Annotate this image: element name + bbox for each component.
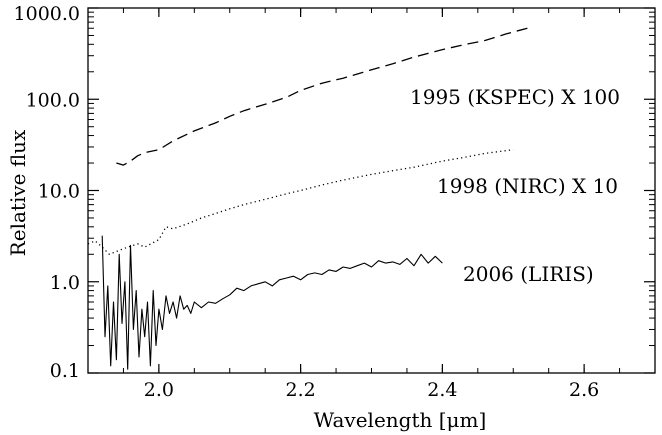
- y-tick-label: 1000.0: [14, 3, 80, 25]
- x-tick-label: 2.6: [569, 379, 599, 401]
- y-tick-label: 10.0: [38, 181, 80, 203]
- x-tick-label: 2.2: [286, 379, 316, 401]
- x-tick-label: 2.0: [144, 379, 174, 401]
- series-line-0: [116, 27, 528, 166]
- series-line-1: [87, 149, 514, 255]
- x-axis-label: Wavelength [μm]: [314, 408, 487, 432]
- y-tick-label: 0.1: [50, 360, 80, 382]
- series-line-2: [101, 235, 443, 370]
- y-tick-label: 100.0: [26, 89, 80, 111]
- tick-layer: 2.0 2.2 2.4 2.6 0.1 1.0 10.0 100.0 1000.0: [14, 3, 655, 401]
- y-tick-label: 1.0: [50, 272, 80, 294]
- series-label-layer: 1995 (KSPEC) X 100 1998 (NIRC) X 10 2006…: [410, 85, 620, 286]
- y-axis-label: Relative flux: [6, 129, 30, 256]
- series-layer: [87, 27, 528, 370]
- x-tick-label: 2.4: [427, 379, 457, 401]
- series-label-kspec: 1995 (KSPEC) X 100: [410, 85, 620, 109]
- series-label-nirc: 1998 (NIRC) X 10: [437, 174, 618, 198]
- series-label-liris: 2006 (LIRIS): [463, 262, 594, 286]
